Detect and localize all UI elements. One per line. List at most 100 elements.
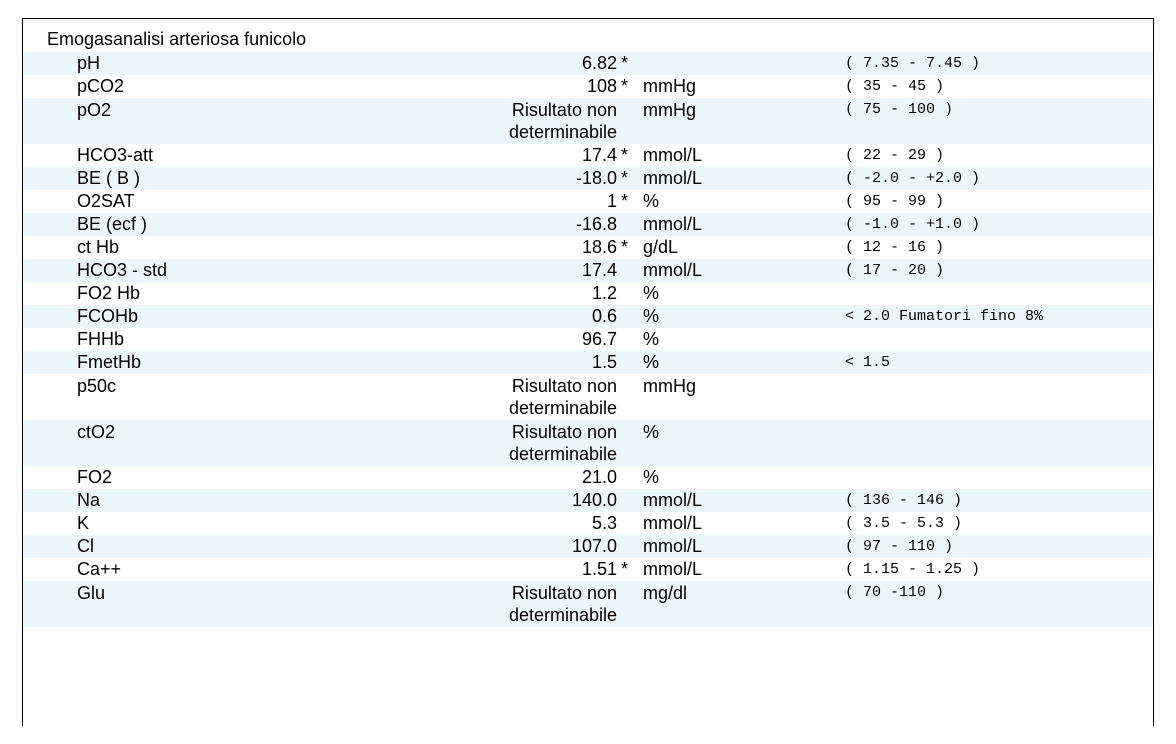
lab-result-row: Na140.0 mmol/L( 136 - 146 ) [23, 489, 1153, 512]
reference-range: < 2.0 Fumatori fino 8% [841, 305, 1153, 328]
analyte-value: 96.7 [443, 328, 621, 351]
report-frame: Emogasanalisi arteriosa funicolo pH6.82*… [22, 18, 1154, 726]
analyte-value: 1 [443, 190, 621, 213]
analyte-name: HCO3-att [23, 144, 443, 167]
analyte-value: 140.0 [443, 489, 621, 512]
lab-result-row: p50cRisultato non determinabilemmHg [23, 374, 1153, 420]
reference-range: < 1.5 [841, 351, 1153, 374]
lab-result-row: K5.3 mmol/L( 3.5 - 5.3 ) [23, 512, 1153, 535]
unit: mmol/L [641, 213, 841, 236]
lab-result-row: HCO3-att17.4*mmol/L( 22 - 29 ) [23, 144, 1153, 167]
unit: g/dL [641, 236, 841, 259]
lab-result-row: GluRisultato non determinabile mg/dl( 70 … [23, 581, 1153, 627]
analyte-value: 107.0 [443, 535, 621, 558]
analyte-name: Glu [23, 582, 443, 604]
unit: mg/dl [641, 582, 841, 604]
analyte-name: Na [23, 489, 443, 512]
abnormal-flag: * [621, 144, 641, 167]
lab-result-row: ct Hb18.6*g/dL( 12 - 16 ) [23, 236, 1153, 259]
reference-range: ( -2.0 - +2.0 ) [841, 167, 1153, 190]
analyte-value: Risultato non determinabile [443, 99, 621, 143]
analyte-name: Cl [23, 535, 443, 558]
reference-range: ( 12 - 16 ) [841, 236, 1153, 259]
lab-result-row: Cl107.0 mmol/L( 97 - 110 ) [23, 535, 1153, 558]
unit: % [641, 351, 841, 374]
lab-results-table: pH6.82*( 7.35 - 7.45 )pCO2108*mmHg( 35 -… [23, 52, 1153, 627]
reference-range: ( 136 - 146 ) [841, 489, 1153, 512]
reference-range: ( 95 - 99 ) [841, 190, 1153, 213]
unit: mmol/L [641, 512, 841, 535]
analyte-name: ct Hb [23, 236, 443, 259]
analyte-name: BE ( B ) [23, 167, 443, 190]
abnormal-flag: * [621, 558, 641, 581]
analyte-name: FmetHb [23, 351, 443, 374]
unit: % [641, 305, 841, 328]
analyte-value: 108 [443, 75, 621, 98]
analyte-value: Risultato non determinabile [443, 582, 621, 626]
lab-result-row: HCO3 - std17.4 mmol/L( 17 - 20 ) [23, 259, 1153, 282]
analyte-value: -18.0 [443, 167, 621, 190]
unit: % [641, 466, 841, 489]
lab-result-row: FCOHb0.6%< 2.0 Fumatori fino 8% [23, 305, 1153, 328]
analyte-name: Ca++ [23, 558, 443, 581]
lab-result-row: FHHb96.7% [23, 328, 1153, 351]
analyte-value: 0.6 [443, 305, 621, 328]
unit: mmHg [641, 75, 841, 98]
analyte-name: FHHb [23, 328, 443, 351]
reference-range: ( 22 - 29 ) [841, 144, 1153, 167]
lab-result-row: BE (ecf )-16.8mmol/L( -1.0 - +1.0 ) [23, 213, 1153, 236]
analyte-name: HCO3 - std [23, 259, 443, 282]
page: Emogasanalisi arteriosa funicolo pH6.82*… [0, 0, 1176, 744]
analyte-value: 6.82 [443, 52, 621, 75]
analyte-name: O2SAT [23, 190, 443, 213]
reference-range: ( 75 - 100 ) [841, 99, 1153, 121]
analyte-name: FCOHb [23, 305, 443, 328]
reference-range: ( 3.5 - 5.3 ) [841, 512, 1153, 535]
unit: mmol/L [641, 144, 841, 167]
lab-result-row: FO2 Hb1.2% [23, 282, 1153, 305]
analyte-name: ctO2 [23, 421, 443, 443]
lab-result-row: FmetHb1.5%< 1.5 [23, 351, 1153, 374]
unit: % [641, 421, 841, 443]
abnormal-flag: * [621, 190, 641, 213]
analyte-value: 1.51 [443, 558, 621, 581]
analyte-name: BE (ecf ) [23, 213, 443, 236]
analyte-value: -16.8 [443, 213, 621, 236]
unit: mmol/L [641, 558, 841, 581]
analyte-name: FO2 Hb [23, 282, 443, 305]
reference-range: ( 17 - 20 ) [841, 259, 1153, 282]
unit: mmol/L [641, 489, 841, 512]
reference-range: ( 70 -110 ) [841, 582, 1153, 604]
lab-result-row: ctO2Risultato non determinabile% [23, 420, 1153, 466]
abnormal-flag: * [621, 167, 641, 190]
report-title: Emogasanalisi arteriosa funicolo [23, 29, 1153, 50]
analyte-value: 17.4 [443, 259, 621, 282]
unit: % [641, 282, 841, 305]
reference-range: ( 97 - 110 ) [841, 535, 1153, 558]
analyte-name: pCO2 [23, 75, 443, 98]
unit: % [641, 190, 841, 213]
unit: mmol/L [641, 535, 841, 558]
analyte-name: p50c [23, 375, 443, 397]
analyte-value: 1.2 [443, 282, 621, 305]
analyte-name: K [23, 512, 443, 535]
analyte-name: pH [23, 52, 443, 75]
reference-range: ( 7.35 - 7.45 ) [841, 52, 1153, 75]
lab-result-row: Ca++1.51*mmol/L( 1.15 - 1.25 ) [23, 558, 1153, 581]
abnormal-flag: * [621, 236, 641, 259]
abnormal-flag: * [621, 75, 641, 98]
analyte-value: 17.4 [443, 144, 621, 167]
lab-result-row: BE ( B )-18.0*mmol/L( -2.0 - +2.0 ) [23, 167, 1153, 190]
lab-result-row: pCO2108*mmHg( 35 - 45 ) [23, 75, 1153, 98]
unit: mmol/L [641, 167, 841, 190]
reference-range: ( 35 - 45 ) [841, 75, 1153, 98]
analyte-value: 18.6 [443, 236, 621, 259]
unit: mmol/L [641, 259, 841, 282]
unit: % [641, 328, 841, 351]
analyte-name: pO2 [23, 99, 443, 121]
reference-range: ( 1.15 - 1.25 ) [841, 558, 1153, 581]
analyte-name: FO2 [23, 466, 443, 489]
analyte-value: Risultato non determinabile [443, 375, 621, 419]
analyte-value: 5.3 [443, 512, 621, 535]
unit: mmHg [641, 99, 841, 121]
